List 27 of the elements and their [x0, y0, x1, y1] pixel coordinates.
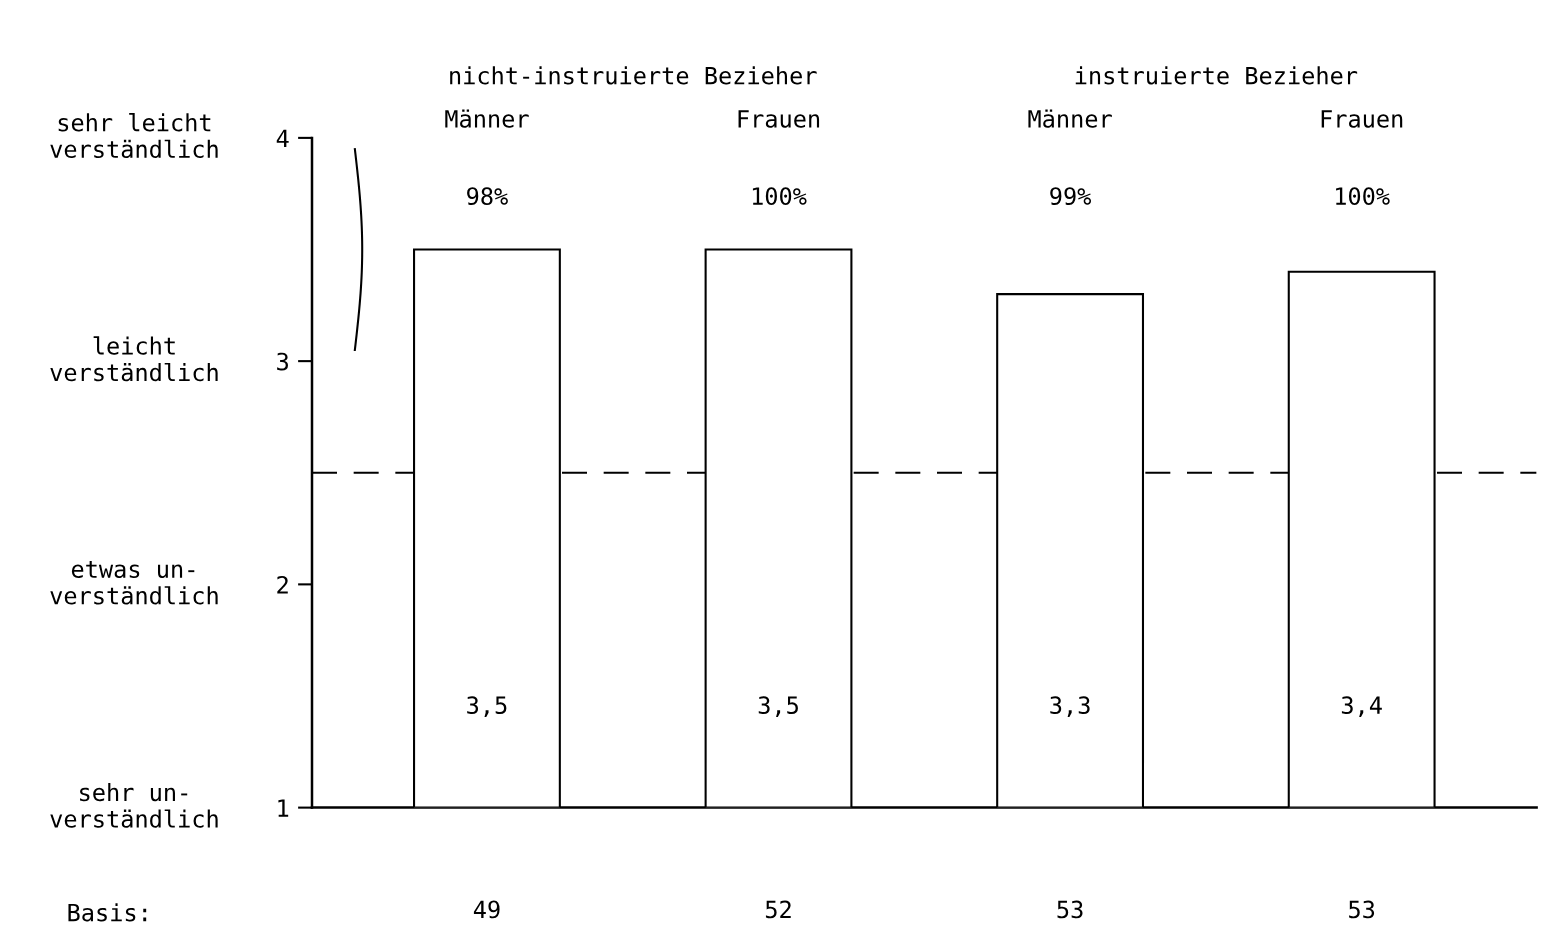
text: 53	[1349, 900, 1375, 919]
y-tick-label: 2	[277, 575, 288, 594]
annotation: 99%	[1050, 187, 1092, 206]
text: nicht-instruierte Bezieher	[450, 66, 817, 85]
text: 49	[473, 900, 500, 919]
text: etwas un- verständlich	[50, 561, 218, 605]
annotation: 98%	[467, 187, 508, 206]
text: sehr un- verständlich	[50, 782, 218, 828]
text: Basis:	[68, 903, 147, 922]
data-label: 3,4	[1341, 696, 1382, 718]
text: 52	[765, 900, 791, 919]
annotation: 100%	[752, 187, 807, 206]
data-label: 3,3	[1050, 696, 1090, 718]
y-tick-label: 3	[277, 352, 288, 371]
text: 53	[1057, 900, 1083, 919]
x-tick-label: Frauen	[1321, 110, 1403, 128]
y-tick-label: 4	[276, 129, 289, 147]
y-tick-label: 1	[278, 799, 289, 817]
x-tick-label: Frauen	[738, 110, 820, 128]
annotation: 100%	[1336, 187, 1390, 206]
data-label: 3,5	[758, 696, 798, 718]
text: leicht verständlich	[50, 336, 218, 382]
x-tick-label: Männer	[445, 109, 529, 128]
text: sehr leicht verständlich	[50, 113, 218, 159]
text: instruierte Bezieher	[1075, 66, 1358, 85]
x-tick-label: Männer	[1028, 109, 1112, 128]
data-label: 3,5	[467, 696, 507, 718]
